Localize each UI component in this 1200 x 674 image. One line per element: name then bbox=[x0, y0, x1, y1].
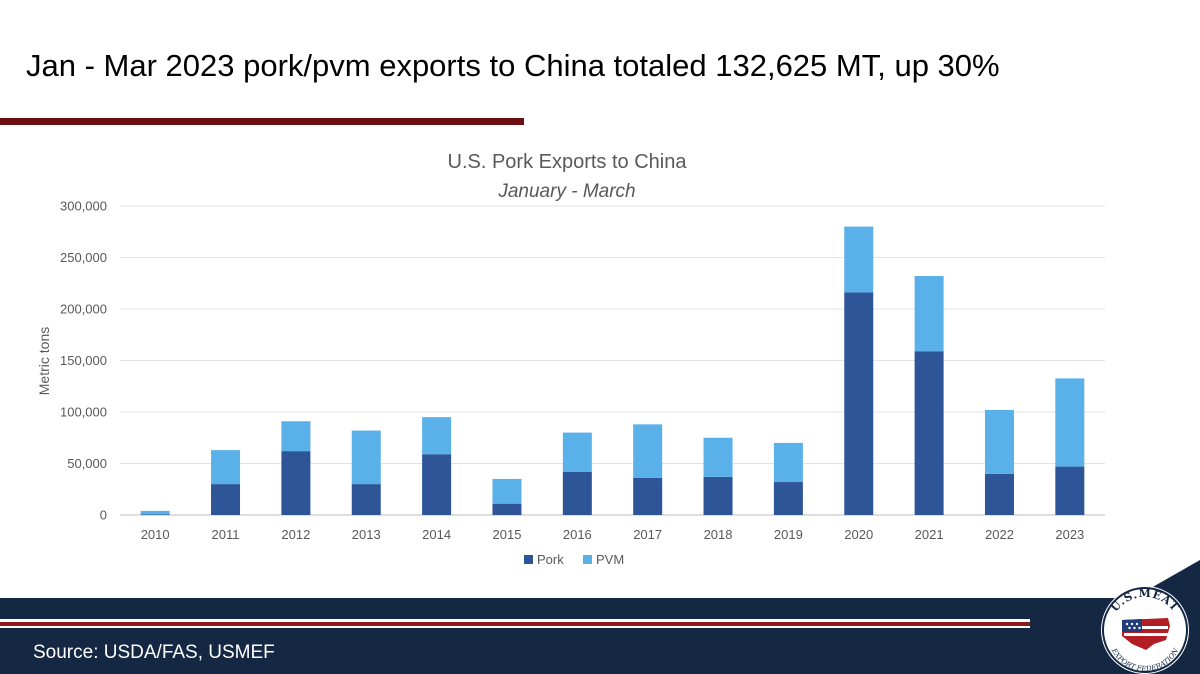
bar-pork-2010 bbox=[140, 514, 170, 515]
bar-pork-2015 bbox=[492, 503, 522, 515]
bar-pork-2020 bbox=[844, 292, 874, 515]
y-tick-label: 0 bbox=[100, 508, 107, 523]
bar-pvm-2010 bbox=[140, 510, 170, 515]
footer-stripe-red bbox=[0, 622, 1030, 626]
x-tick-label: 2014 bbox=[422, 527, 451, 542]
x-tick-label: 2021 bbox=[915, 527, 944, 542]
bar-pvm-2023 bbox=[1055, 378, 1085, 467]
bar-pork-2019 bbox=[773, 482, 803, 515]
x-tick-label: 2015 bbox=[493, 527, 522, 542]
bar-pork-2012 bbox=[281, 451, 311, 515]
legend-label-pork: Pork bbox=[537, 552, 564, 567]
y-axis-label: Metric tons bbox=[36, 327, 52, 395]
chart-subtitle: January - March bbox=[497, 181, 635, 202]
x-tick-label: 2016 bbox=[563, 527, 592, 542]
x-tick-label: 2020 bbox=[844, 527, 873, 542]
bar-pvm-2021 bbox=[914, 276, 944, 352]
bar-pork-2013 bbox=[351, 484, 381, 515]
gridlines bbox=[120, 205, 1105, 516]
y-tick-label: 150,000 bbox=[60, 353, 107, 368]
legend-swatch-pvm bbox=[583, 555, 592, 564]
stacked-bar-chart: U.S. Pork Exports to China January - Mar… bbox=[36, 151, 1105, 567]
x-tick-label: 2018 bbox=[704, 527, 733, 542]
usmef-logo: U.S.MEAT EXPORT FEDERATION bbox=[1000, 560, 1200, 674]
bar-pvm-2014 bbox=[422, 417, 452, 455]
bar-pork-2022 bbox=[984, 473, 1014, 515]
bars bbox=[140, 226, 1085, 515]
x-tick-label: 2022 bbox=[985, 527, 1014, 542]
bar-pvm-2020 bbox=[844, 226, 874, 293]
bar-pvm-2013 bbox=[351, 430, 381, 485]
footer-stripe-white bbox=[0, 619, 1030, 622]
bar-pork-2018 bbox=[703, 476, 733, 515]
bar-pork-2011 bbox=[211, 484, 241, 515]
bar-pvm-2018 bbox=[703, 437, 733, 477]
us-map-flag-icon bbox=[1122, 618, 1170, 650]
title-underline-rule bbox=[0, 118, 524, 125]
x-tick-labels: 2010 2011 2012 2013 2014 2015 2016 2017 2018 2019… bbox=[141, 527, 1085, 542]
x-tick-label: 2017 bbox=[633, 527, 662, 542]
x-tick-label: 2023 bbox=[1055, 527, 1084, 542]
x-tick-label: 2010 bbox=[141, 527, 170, 542]
bar-pork-2021 bbox=[914, 351, 944, 515]
bar-pvm-2012 bbox=[281, 421, 311, 452]
legend-swatch-pork bbox=[524, 555, 533, 564]
bar-pvm-2019 bbox=[773, 442, 803, 483]
x-tick-label: 2012 bbox=[281, 527, 310, 542]
y-tick-label: 250,000 bbox=[60, 250, 107, 265]
y-tick-labels: 0 50,000 100,000 150,000 200,000 250,000 300,0… bbox=[60, 199, 107, 523]
source-note: Source: USDA/FAS, USMEF bbox=[33, 642, 275, 663]
bar-pork-2017 bbox=[633, 477, 663, 515]
bar-pvm-2011 bbox=[211, 450, 241, 485]
bar-pvm-2015 bbox=[492, 478, 522, 504]
y-tick-label: 200,000 bbox=[60, 302, 107, 317]
x-tick-label: 2013 bbox=[352, 527, 381, 542]
x-tick-label: 2019 bbox=[774, 527, 803, 542]
footer-stripe-white-lower bbox=[0, 626, 1030, 628]
footer-band bbox=[0, 598, 1200, 674]
bar-pvm-2017 bbox=[633, 424, 663, 478]
chart-title: U.S. Pork Exports to China bbox=[448, 151, 688, 173]
bar-pvm-2022 bbox=[984, 409, 1014, 474]
slide-headline: Jan - Mar 2023 pork/pvm exports to China… bbox=[26, 48, 1000, 83]
x-tick-label: 2011 bbox=[212, 527, 240, 542]
bar-pvm-2016 bbox=[562, 432, 592, 472]
y-tick-label: 50,000 bbox=[67, 456, 107, 471]
legend: Pork PVM bbox=[524, 552, 624, 567]
bar-pork-2016 bbox=[562, 471, 592, 515]
y-tick-label: 100,000 bbox=[60, 405, 107, 420]
bar-pork-2014 bbox=[422, 454, 452, 515]
legend-label-pvm: PVM bbox=[596, 552, 624, 567]
bar-pork-2023 bbox=[1055, 466, 1085, 515]
y-tick-label: 300,000 bbox=[60, 199, 107, 214]
